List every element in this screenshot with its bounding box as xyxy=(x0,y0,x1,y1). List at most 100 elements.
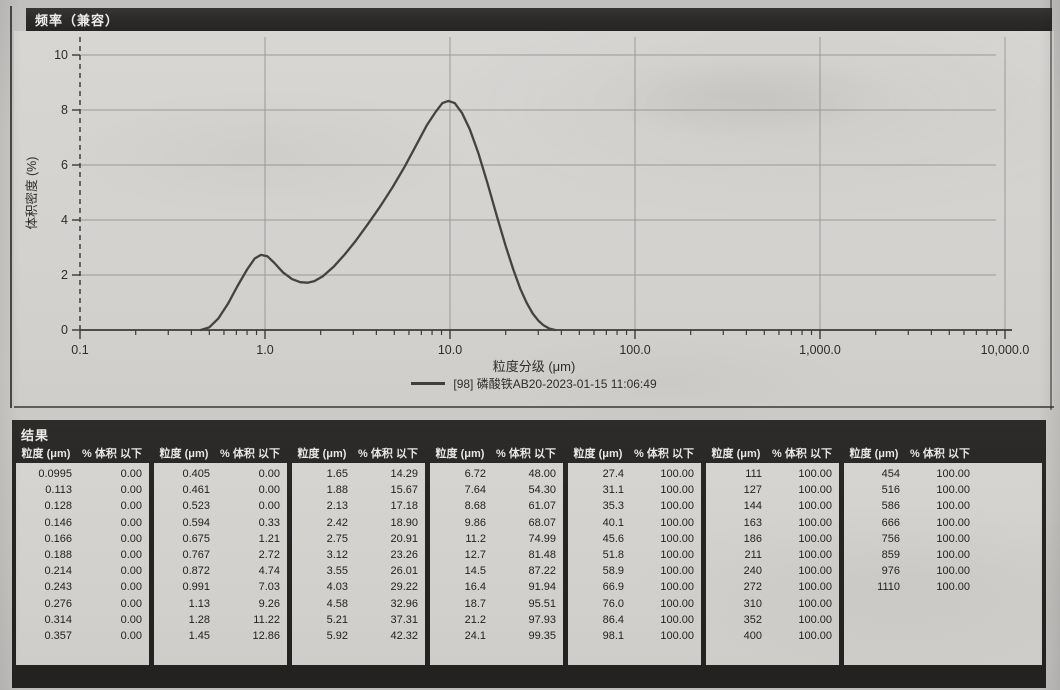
size-value: 2.13 xyxy=(326,500,348,513)
frequency-chart: 0 2 4 6 8 10 0.1 1.0 10.0 100.0 1,000.0 10,000.0 体积密… xyxy=(24,37,1030,357)
table-row: 14.5 87.22 xyxy=(430,563,563,579)
size-value: 4.58 xyxy=(326,597,348,610)
pct-under-value: 2.72 xyxy=(258,548,280,561)
pct-under-value: 100.00 xyxy=(798,629,832,642)
scan-edge-right xyxy=(1050,0,1052,410)
pct-under-value: 100.00 xyxy=(798,613,832,626)
table-row: 211 100.00 xyxy=(706,547,839,563)
pct-under-value: 23.26 xyxy=(390,548,418,561)
pct-column-header: % 体积 以下 xyxy=(220,448,280,460)
pct-under-value: 99.35 xyxy=(528,629,556,642)
results-table-group: 粒度 (μm)% 体积 以下 0.0995 0.00 0.113 0.00 0.128 0.… xyxy=(16,443,149,665)
size-value: 11.2 xyxy=(465,532,486,545)
size-value: 0.166 xyxy=(44,532,72,545)
pct-column-header: % 体积 以下 xyxy=(634,448,694,460)
table-row: 6.72 48.00 xyxy=(430,466,563,482)
results-table-group-body: 111 100.00 127 100.00 144 100.00 163 100.00 186 1… xyxy=(706,463,839,665)
results-table: 粒度 (μm)% 体积 以下 0.0995 0.00 0.113 0.00 0.128 0.… xyxy=(16,443,1042,665)
table-row: 272 100.00 xyxy=(706,579,839,595)
y-tick-label: 10 xyxy=(54,48,68,62)
size-value: 0.405 xyxy=(182,468,210,480)
size-value: 454 xyxy=(881,468,900,480)
size-value: 40.1 xyxy=(602,516,624,529)
table-row: 127 100.00 xyxy=(706,482,839,498)
size-value: 1110 xyxy=(877,581,900,594)
x-tick-label: 10,000.0 xyxy=(981,343,1030,357)
results-table-group-header: 粒度 (μm) % 体积 以下 xyxy=(430,443,563,463)
results-table-group-body: 27.4 100.00 31.1 100.00 35.3 100.00 40.1 100.00… xyxy=(568,463,701,665)
pct-under-value: 0.00 xyxy=(120,468,142,480)
size-value: 5.21 xyxy=(326,613,348,626)
pct-under-value: 100.00 xyxy=(660,565,694,578)
results-table-group-header: 粒度 (μm) % 体积 以下 xyxy=(292,443,425,463)
pct-under-value: 32.96 xyxy=(390,597,418,610)
size-value: 0.314 xyxy=(44,613,72,626)
table-row: 12.7 81.48 xyxy=(430,547,563,563)
results-table-group: 粒度 (μm) % 体积 以下 454 100.00 516 100.00 586 100.0… xyxy=(844,443,1042,665)
table-row: 1.28 11.22 xyxy=(154,612,287,628)
size-value: 0.461 xyxy=(182,484,210,497)
size-value: 0.357 xyxy=(44,629,72,642)
pct-under-value: 100.00 xyxy=(798,532,832,545)
frequency-chart-panel: 0 2 4 6 8 10 0.1 1.0 10.0 100.0 1,000.0 10,000.0 体积密… xyxy=(14,31,1054,408)
table-row: 859 100.00 xyxy=(844,547,1042,563)
table-row: 9.86 68.07 xyxy=(430,515,563,531)
results-table-group-header: 粒度 (μm) % 体积 以下 xyxy=(568,443,701,463)
size-value: 98.1 xyxy=(602,629,624,642)
size-value: 8.68 xyxy=(464,500,486,513)
size-value: 240 xyxy=(743,565,762,578)
table-row: 0.166 0.00 xyxy=(16,531,149,547)
size-value: 9.86 xyxy=(464,516,486,529)
x-tick-label: 0.1 xyxy=(71,343,88,357)
size-value: 16.4 xyxy=(464,581,486,594)
table-row: 40.1 100.00 xyxy=(568,515,701,531)
results-table-group-body: 0.0995 0.00 0.113 0.00 0.128 0.00 0.146 0.00 0.1… xyxy=(16,463,149,665)
table-row: 8.68 61.07 xyxy=(430,498,563,514)
pct-under-value: 74.99 xyxy=(528,532,556,545)
table-row: 454 100.00 xyxy=(844,466,1042,482)
pct-under-value: 100.00 xyxy=(660,613,694,626)
table-row: 27.4 100.00 xyxy=(568,466,701,482)
pct-under-value: 0.00 xyxy=(120,500,142,513)
pct-under-value: 100.00 xyxy=(798,484,832,497)
size-value: 58.9 xyxy=(602,565,624,578)
results-section: 结果 粒度 (μm)% 体积 以下 0.0995 0.00 0.113 0.00 0.12… xyxy=(12,420,1046,688)
results-table-group-header: 粒度 (μm) % 体积 以下 xyxy=(154,443,287,463)
pct-under-value: 100.00 xyxy=(660,484,694,497)
table-row: 0.146 0.00 xyxy=(16,515,149,531)
size-value: 35.3 xyxy=(602,500,624,513)
scan-edge-left xyxy=(10,6,12,408)
size-value: 3.12 xyxy=(326,548,348,561)
results-table-group-header: 粒度 (μm) % 体积 以下 xyxy=(706,443,839,463)
size-value: 6.72 xyxy=(464,468,486,480)
size-value: 4.03 xyxy=(326,581,348,594)
table-row: 0.243 0.00 xyxy=(16,579,149,595)
size-value: 0.243 xyxy=(44,581,72,594)
size-value: 0.523 xyxy=(182,500,210,513)
pct-under-value: 87.22 xyxy=(528,565,556,578)
results-table-group-body: 0.405 0.00 0.461 0.00 0.523 0.00 0.594 0.33 0.67… xyxy=(154,463,287,665)
table-row: 0.314 0.00 xyxy=(16,612,149,628)
size-value: 24.1 xyxy=(464,629,486,642)
table-row: 0.767 2.72 xyxy=(154,547,287,563)
table-row: 66.9 100.00 xyxy=(568,579,701,595)
pct-column-header: % 体积 以下 xyxy=(82,448,142,460)
legend-series-label: [98] 磷酸铁AB20-2023-01-15 11:06:49 xyxy=(453,377,657,391)
size-value: 31.1 xyxy=(602,484,624,497)
table-row: 163 100.00 xyxy=(706,515,839,531)
pct-under-value: 100.00 xyxy=(936,548,970,561)
size-value: 66.9 xyxy=(602,581,624,594)
pct-under-value: 0.00 xyxy=(120,516,142,529)
size-value: 586 xyxy=(881,500,900,513)
table-row: 666 100.00 xyxy=(844,515,1042,531)
results-table-group-header: 粒度 (μm) % 体积 以下 xyxy=(16,443,149,463)
table-row: 0.276 0.00 xyxy=(16,596,149,612)
x-axis-title: 粒度分级 (μm) xyxy=(492,359,576,374)
size-value: 51.8 xyxy=(602,548,624,561)
table-row: 0.675 1.21 xyxy=(154,531,287,547)
pct-under-value: 0.00 xyxy=(120,548,142,561)
pct-under-value: 100.00 xyxy=(936,581,970,594)
pct-under-value: 48.00 xyxy=(528,468,556,480)
table-row: 5.21 37.31 xyxy=(292,612,425,628)
size-value: 0.214 xyxy=(44,565,72,578)
